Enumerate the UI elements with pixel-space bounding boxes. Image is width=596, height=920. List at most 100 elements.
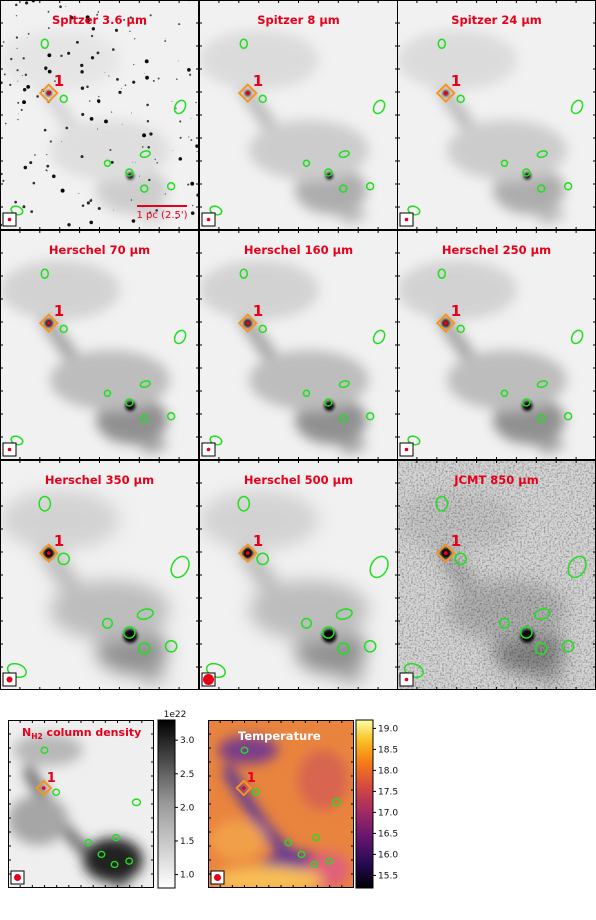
source-label: 1 — [253, 72, 263, 90]
core-dot — [241, 786, 246, 790]
core-marker — [435, 543, 456, 564]
aperture-ellipse — [498, 617, 511, 629]
beam-size — [404, 217, 409, 222]
aperture-ellipse — [310, 860, 319, 869]
colorbar-tick-label: 17.0 — [378, 808, 398, 818]
panel-title: Herschel 500 µm — [244, 473, 353, 487]
core-marker — [237, 313, 258, 334]
core-marker — [237, 83, 258, 104]
map-panel: 1 Herschel 350 µm — [0, 460, 199, 690]
aperture-ellipse — [103, 159, 112, 168]
aperture-ellipse — [365, 182, 375, 191]
aperture-ellipse — [97, 850, 106, 859]
source-label: 1 — [247, 771, 256, 786]
aperture-ellipse — [40, 38, 50, 49]
aperture-ellipse — [324, 168, 333, 177]
map-panel: 1 Spitzer 8 µm — [199, 0, 398, 230]
map-panel: 1 Spitzer 24 µm — [397, 0, 596, 230]
column-density-colorbar: 3.0 2.5 2.0 1.5 1.0 1e22 — [157, 710, 195, 889]
source-label: 1 — [451, 302, 461, 320]
aperture-ellipse — [369, 555, 389, 579]
colorbar-tick-label: 3.0 — [180, 736, 195, 746]
aperture-ellipse — [537, 184, 546, 193]
beam-size — [7, 217, 12, 222]
aperture-ellipse — [302, 389, 311, 398]
aperture-ellipse — [300, 617, 313, 629]
aperture-ellipse — [284, 838, 293, 847]
temperature-colorbar: 19.0 18.5 18.0 17.5 17.0 16.5 16.0 15.5 — [355, 719, 398, 889]
aperture-ellipse — [537, 414, 546, 423]
aperture-ellipse — [567, 555, 587, 579]
core-marker — [237, 543, 258, 564]
core-dot — [46, 91, 51, 96]
aperture-ellipse — [302, 159, 311, 168]
colorbar-tick-label: 1.0 — [180, 871, 195, 881]
aperture-ellipse — [139, 150, 151, 159]
derived-maps: 1 NH2 column density 1 Temperature 3.0 2.5 2.0… — [8, 710, 398, 889]
aperture-ellipse — [139, 380, 151, 389]
aperture-ellipse — [40, 746, 49, 754]
map-image: 1 — [8, 720, 154, 888]
aperture-ellipse — [372, 329, 386, 345]
aperture-ellipse — [325, 857, 334, 865]
beam-size — [7, 447, 12, 452]
map-image: 1 Herschel 500 µm — [199, 460, 398, 690]
aperture-ellipse — [237, 495, 251, 512]
panel-ticks — [0, 460, 199, 690]
aperture-ellipse — [140, 184, 149, 193]
source-label: 1 — [47, 771, 56, 786]
aperture-ellipse — [312, 833, 321, 842]
map-panel: 1 Herschel 500 µm — [199, 460, 398, 690]
aperture-ellipse — [136, 608, 154, 620]
aperture-ellipse — [520, 626, 533, 639]
aperture-ellipse — [454, 552, 468, 566]
beam-size — [203, 674, 214, 685]
noise-texture — [397, 460, 596, 690]
panel-title: Herschel 70 µm — [49, 243, 150, 257]
colorbar-gradient — [355, 719, 374, 889]
aperture-ellipse — [297, 850, 306, 859]
colorbar-gradient — [157, 719, 176, 889]
core-marker — [38, 543, 59, 564]
filament-emission — [0, 260, 170, 455]
aperture-ellipses — [205, 495, 389, 679]
aperture-ellipse — [240, 746, 249, 754]
panel-ticks — [0, 230, 199, 460]
aperture-ellipse — [456, 94, 465, 104]
colorbar-tick-label: 1.5 — [180, 837, 194, 847]
aperture-ellipses — [240, 746, 342, 869]
aperture-ellipse — [324, 398, 333, 407]
aperture-ellipse — [563, 182, 573, 191]
core-dot — [443, 551, 448, 556]
aperture-ellipse — [435, 495, 449, 512]
colorbar-tick-label: 17.5 — [378, 787, 398, 797]
aperture-ellipse — [456, 324, 465, 334]
point-sources — [0, 0, 199, 227]
aperture-ellipse — [335, 608, 353, 620]
aperture-ellipse — [570, 329, 584, 345]
aperture-ellipse — [522, 168, 531, 177]
map-panel: 1 Herschel 160 µm — [199, 230, 398, 460]
panel-ticks — [8, 720, 154, 888]
map-image: 1 Spitzer 3.6 µm 1 pc (2.5') — [0, 0, 199, 230]
aperture-ellipse — [103, 389, 112, 398]
aperture-ellipse — [336, 642, 350, 655]
aperture-ellipse — [40, 268, 50, 279]
core-dot — [245, 551, 250, 556]
beam-size — [214, 874, 221, 881]
aperture-ellipse — [166, 412, 176, 421]
aperture-ellipse — [101, 617, 114, 629]
core-dot — [46, 551, 51, 556]
aperture-ellipse — [252, 788, 261, 796]
map-image: 1 Herschel 70 µm — [0, 230, 199, 460]
aperture-ellipse — [258, 324, 267, 334]
panel-title: Spitzer 8 µm — [257, 13, 340, 27]
aperture-ellipse — [536, 380, 548, 389]
beam-size — [206, 217, 211, 222]
colorbar-tick-label: 18.5 — [378, 745, 398, 755]
colorbar-tick-label: 15.5 — [378, 871, 398, 881]
aperture-ellipse — [125, 168, 134, 177]
aperture-ellipse — [365, 412, 375, 421]
map-panel: 1 Herschel 250 µm — [397, 230, 596, 460]
